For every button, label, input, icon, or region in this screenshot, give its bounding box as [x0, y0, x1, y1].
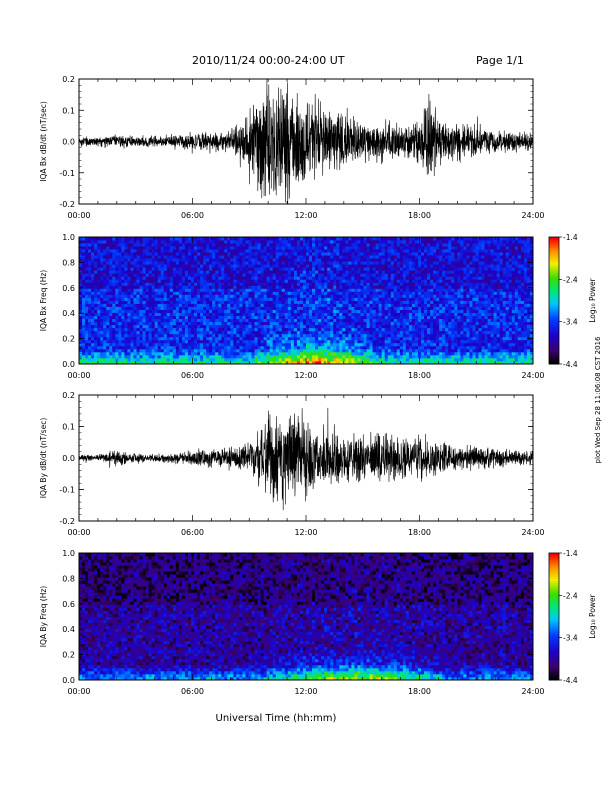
x-tick-label: 18:00: [408, 371, 431, 380]
y-tick-label: -0.1: [59, 169, 75, 178]
y-tick-label: -0.2: [59, 200, 75, 209]
colorbar-tick-label: -3.4: [563, 634, 578, 643]
x-axis-label: Universal Time (hh:mm): [216, 713, 337, 724]
x-tick-label: 00:00: [67, 371, 90, 380]
colorbar: -1.4 -2.4 -3.4 -4.4 Log₁₀ Power: [548, 549, 597, 685]
x-tick-label: 24:00: [521, 528, 544, 537]
colorbar-tick-label: -4.4: [563, 360, 578, 369]
x-tick-label: 24:00: [521, 371, 544, 380]
colorbar-label: Log₁₀ Power: [588, 593, 597, 638]
colorbar-tick-label: -2.4: [563, 275, 578, 284]
y-axis-label: IQA Bx dB/dt (nT/sec): [39, 101, 48, 182]
colorbar-tick-label: -3.4: [563, 318, 578, 327]
colorbar-tick-label: -2.4: [563, 591, 578, 600]
y-tick-label: 0.2: [62, 651, 75, 660]
y-axis-label: IQA By dB/dt (nT/sec): [39, 418, 48, 499]
y-tick-label: 0.6: [62, 600, 75, 609]
y-tick-label: 0.1: [62, 423, 75, 432]
colorbar-tick-label: -4.4: [563, 676, 578, 685]
waveform-trace: [79, 407, 533, 511]
x-tick-label: 18:00: [408, 687, 431, 696]
y-tick-label: 0.0: [62, 138, 75, 147]
y-tick-label: 0.0: [62, 676, 75, 685]
x-tick-label: 00:00: [67, 211, 90, 220]
colorbar-tick-label: -1.4: [563, 549, 578, 558]
colorbar-tick-label: -1.4: [563, 233, 578, 242]
bx-spectrogram-panel: 0.0 0.2 0.4 0.6 0.8 1.0 00:00 06:00 12:00 18:00 24…: [39, 233, 597, 380]
x-tick-label: 24:00: [521, 211, 544, 220]
plot-frame: [78, 552, 534, 681]
y-axis-label: IQA Bx Freq (Hz): [39, 270, 48, 332]
x-tick-label: 18:00: [408, 211, 431, 220]
y-tick-label: 0.2: [62, 335, 75, 344]
y-tick-label: -0.2: [59, 517, 75, 526]
x-tick-label: 12:00: [294, 687, 317, 696]
spectrogram-cells: [79, 553, 534, 681]
x-tick-label: 00:00: [67, 528, 90, 537]
by-spectrogram-panel: 0.0 0.2 0.4 0.6 0.8 1.0 00:00 06:00 12:00 18:00 24…: [39, 549, 597, 696]
y-tick-label: 1.0: [62, 233, 75, 242]
y-tick-label: 1.0: [62, 549, 75, 558]
plot-timestamp: plot Wed Sep 28 11:06:08 CST 2016: [594, 336, 602, 464]
y-tick-label: 0.4: [62, 309, 75, 318]
colorbar-label: Log₁₀ Power: [588, 277, 597, 322]
y-tick-label: 0.8: [62, 574, 75, 583]
y-tick-label: 0.0: [62, 360, 75, 369]
y-tick-label: 0.2: [62, 391, 75, 400]
y-tick-label: 0.0: [62, 454, 75, 463]
x-tick-label: 18:00: [408, 528, 431, 537]
page-indicator: Page 1/1: [476, 54, 524, 67]
x-tick-label: 06:00: [181, 371, 204, 380]
x-tick-label: 24:00: [521, 687, 544, 696]
y-tick-label: 0.8: [62, 258, 75, 267]
spectrogram-cells: [79, 237, 534, 365]
y-tick-label: 0.2: [62, 75, 75, 84]
plot-title: 2010/11/24 00:00-24:00 UT: [192, 54, 345, 67]
plot-frame: [78, 394, 534, 522]
x-tick-label: 06:00: [181, 687, 204, 696]
plot-frame: [78, 236, 534, 365]
y-tick-label: 0.1: [62, 106, 75, 115]
y-tick-label: -0.1: [59, 486, 75, 495]
y-axis-label: IQA By Freq (Hz): [39, 586, 48, 648]
y-tick-label: 0.4: [62, 625, 75, 634]
waveform-trace: [79, 79, 533, 204]
colorbar: -1.4 -2.4 -3.4 -4.4 Log₁₀ Power: [548, 233, 597, 369]
x-tick-label: 06:00: [181, 528, 204, 537]
x-tick-label: 12:00: [294, 211, 317, 220]
x-tick-label: 12:00: [294, 528, 317, 537]
x-tick-label: 00:00: [67, 687, 90, 696]
bx-waveform-panel: -0.2 -0.1 0.0 0.1 0.2 00:00 06:00 12:00 18:00 24:…: [39, 75, 545, 220]
x-tick-label: 06:00: [181, 211, 204, 220]
x-tick-label: 12:00: [294, 371, 317, 380]
y-tick-label: 0.6: [62, 284, 75, 293]
plot-frame: [78, 78, 534, 205]
by-waveform-panel: -0.2 -0.1 0.0 0.1 0.2 00:00 06:00 12:00 18:00 24:…: [39, 391, 545, 537]
